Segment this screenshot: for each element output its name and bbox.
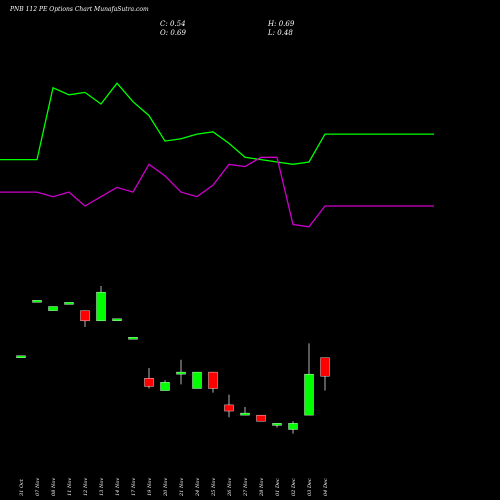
close-value: C: 0.54	[160, 20, 186, 28]
candle-body	[112, 318, 122, 321]
x-tick-label: 19 Nov	[147, 478, 153, 496]
x-tick-label: 11 Nov	[67, 478, 73, 496]
candle-body	[272, 423, 282, 426]
candle-25-nov	[208, 371, 218, 393]
candle-body	[288, 423, 298, 430]
x-tick-label: 12 Nov	[83, 478, 89, 496]
candle-body	[64, 302, 74, 305]
candle-body	[16, 355, 26, 358]
x-tick-label: 25 Nov	[211, 478, 217, 497]
candle-07-nov	[32, 300, 42, 303]
candle-27-nov	[240, 406, 250, 416]
high-value: H: 0.69	[268, 20, 295, 28]
candle-21-nov	[176, 359, 186, 385]
x-tick-label: 02 Dec	[291, 478, 297, 496]
candle-body	[160, 382, 170, 391]
candle-body	[256, 414, 266, 422]
x-tick-label: 20 Nov	[163, 478, 169, 497]
x-tick-label: 07 Nov	[35, 478, 41, 496]
candle-14-nov	[112, 318, 122, 321]
candle-body	[208, 371, 218, 389]
x-axis: 31 Oct 07 Nov 08 Nov 11 Nov 12 Nov 13 Nov 14 N…	[19, 478, 329, 497]
candle-24-nov	[192, 371, 202, 389]
x-tick-label: 13 Nov	[99, 478, 105, 496]
candle-body	[176, 371, 186, 375]
x-tick-label: 04 Dec	[323, 478, 329, 496]
x-tick-label: 26 Nov	[227, 478, 233, 497]
x-tick-label: 21 Nov	[179, 478, 185, 497]
candle-02-dec	[288, 421, 298, 434]
candle-31-oct	[16, 355, 26, 358]
candle-01-dec	[272, 423, 282, 428]
candle-body	[48, 306, 58, 311]
candle-body	[192, 371, 202, 389]
x-tick-label: 31 Oct	[19, 478, 25, 496]
candle-body	[96, 291, 106, 322]
candle-body	[128, 337, 138, 340]
candle-11-nov	[64, 302, 74, 305]
candlesticks	[16, 286, 330, 434]
chart-title: PNB 112 PE Options Chart MunafaSutra.com	[10, 6, 149, 13]
x-tick-label: 03 Dec	[307, 478, 313, 496]
x-tick-label: 14 Nov	[115, 478, 121, 496]
indicator-line-1	[0, 82, 434, 165]
x-tick-label: 24 Nov	[195, 478, 201, 497]
indicator-line-2	[0, 156, 434, 228]
x-tick-label: 28 Nov	[259, 478, 265, 497]
x-tick-label: 17 Nov	[131, 478, 137, 496]
candle-08-nov	[48, 306, 58, 311]
candle-13-nov	[96, 286, 106, 322]
candle-body	[304, 373, 314, 416]
x-tick-label: 08 Nov	[51, 478, 57, 496]
candle-body	[32, 300, 42, 303]
candle-20-nov	[160, 380, 170, 391]
indicator-lines	[0, 82, 434, 228]
candle-body	[80, 310, 90, 322]
x-tick-label: 01 Dec	[275, 478, 281, 496]
candle-body	[144, 378, 154, 387]
candle-26-nov	[224, 394, 234, 418]
candle-12-nov	[80, 310, 90, 327]
candle-17-nov	[128, 337, 138, 340]
candle-body	[240, 412, 250, 416]
candle-body	[320, 357, 330, 377]
open-value: O: 0.69	[160, 29, 186, 37]
candle-body	[224, 404, 234, 412]
candle-04-dec	[320, 357, 330, 391]
low-value: L: 0.48	[268, 29, 293, 37]
candle-03-dec	[304, 343, 314, 416]
candle-28-nov	[256, 414, 266, 422]
x-tick-label: 27 Nov	[243, 478, 249, 497]
candle-19-nov	[144, 368, 154, 389]
